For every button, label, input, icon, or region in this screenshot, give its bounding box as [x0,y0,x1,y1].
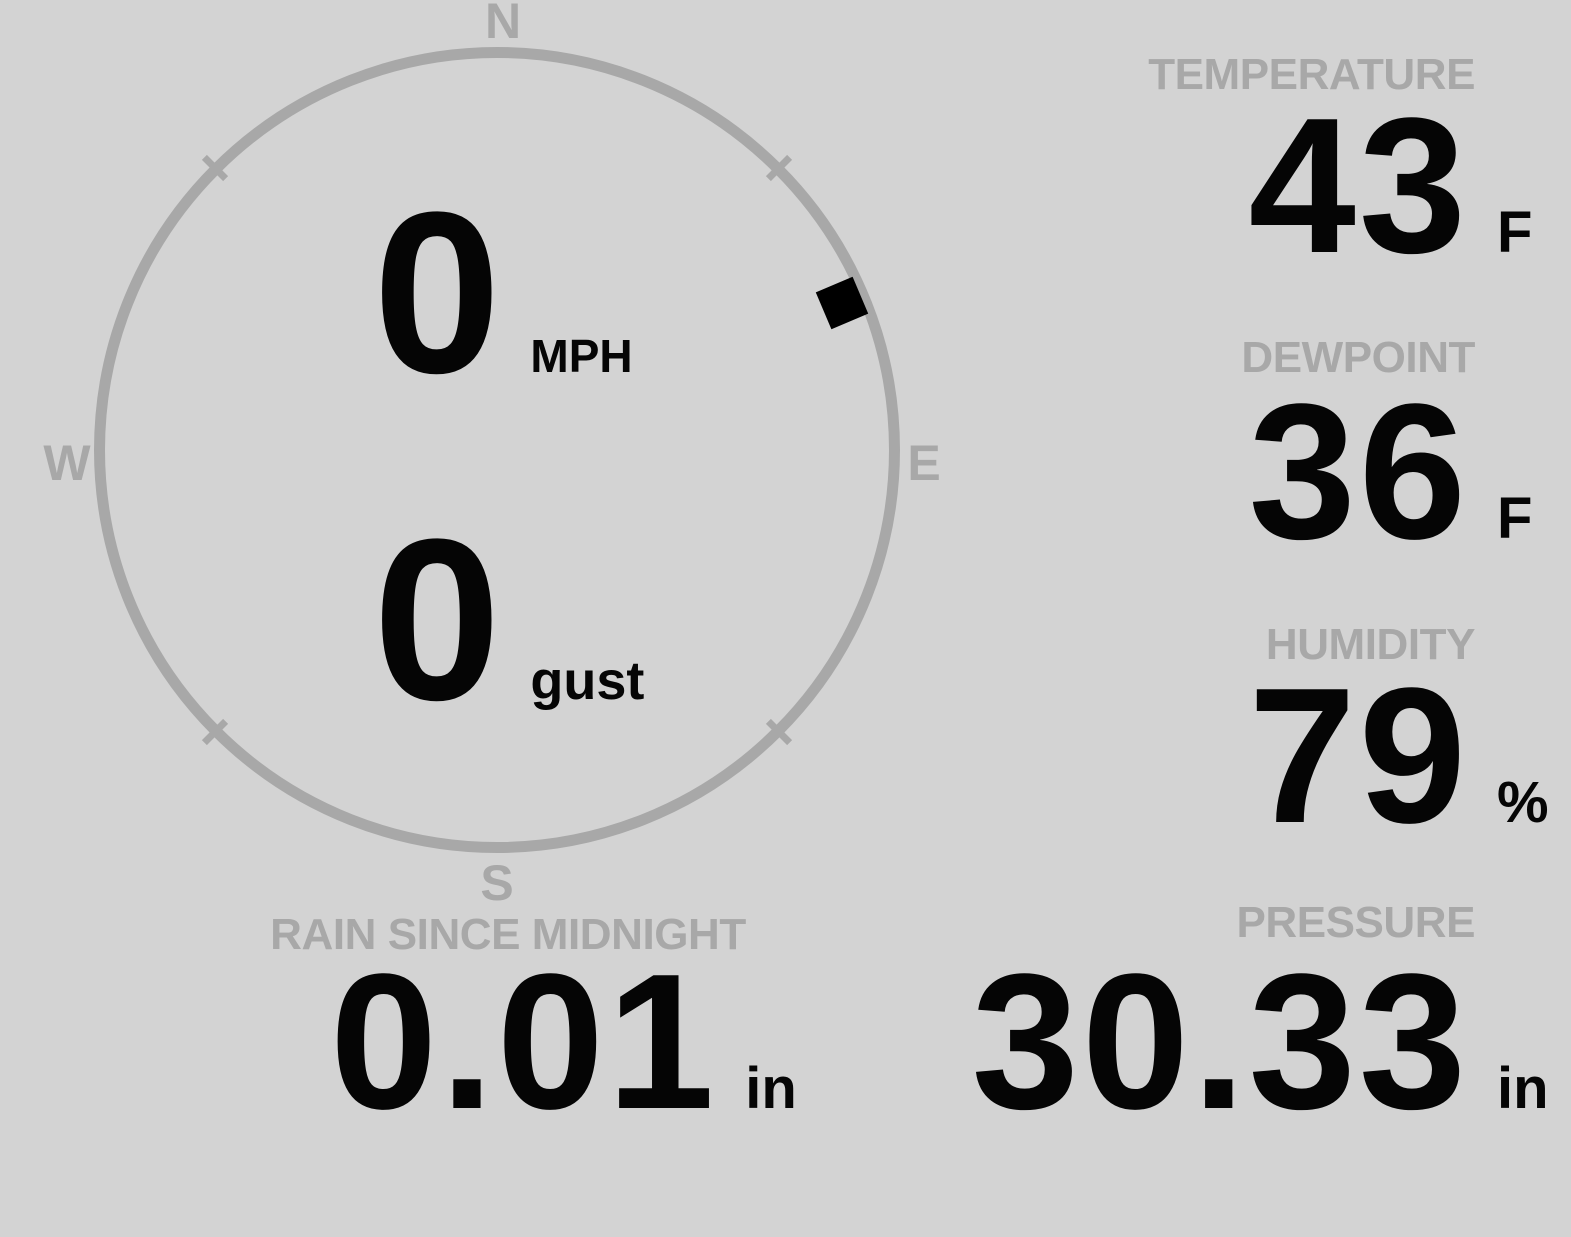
temperature-metric: 43 F [1249,89,1571,282]
compass-label-south: S [480,855,514,911]
pressure-value: 30.33 [971,933,1469,1149]
compass-ring [94,47,900,853]
wind-speed: 0 MPH [373,178,633,408]
rain-unit: in [745,1056,797,1121]
humidity-unit: % [1497,770,1549,835]
dewpoint-unit: F [1497,486,1533,551]
dewpoint-metric: 36 F [1249,375,1571,568]
wind-gust-unit: gust [530,651,645,711]
dewpoint-value: 36 [1248,363,1469,579]
humidity-value: 79 [1248,647,1469,863]
dewpoint-label: DEWPOINT [1241,333,1475,382]
rain-value: 0.01 [330,933,718,1149]
compass-label-north: N [484,0,522,49]
wind-speed-unit: MPH [530,330,633,382]
pressure-unit: in [1497,1056,1549,1121]
temperature-unit: F [1497,200,1533,265]
pressure-metric: 30.33 in [972,945,1571,1138]
wind-speed-value: 0 [373,164,505,421]
compass-label-west: W [43,435,91,491]
wind-gust-value: 0 [373,491,505,748]
humidity-label: HUMIDITY [1265,620,1476,669]
humidity-metric: 79 % [1249,659,1571,852]
rain-metric: 0.01 in [330,945,825,1138]
temperature-value: 43 [1248,77,1469,293]
temperature-label: TEMPERATURE [1148,50,1475,99]
compass-label-east: E [907,435,941,491]
wind-gust: 0 gust [373,505,644,735]
wind-compass: N S W E 0 MPH 0 gust [43,0,940,908]
pressure-label: PRESSURE [1236,898,1475,947]
rain-label: RAIN SINCE MIDNIGHT [270,910,746,959]
